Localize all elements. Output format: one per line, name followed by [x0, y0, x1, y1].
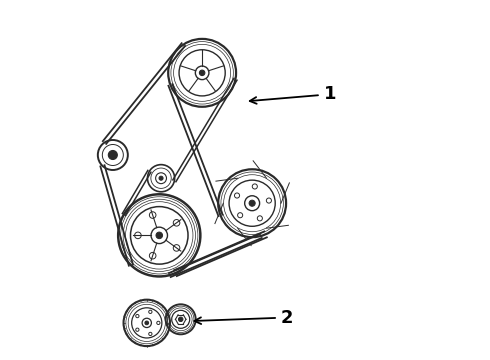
Circle shape — [159, 176, 163, 180]
Polygon shape — [103, 43, 185, 144]
Polygon shape — [122, 170, 151, 215]
Polygon shape — [169, 84, 222, 216]
Polygon shape — [174, 231, 267, 276]
Text: 1: 1 — [250, 85, 336, 104]
Polygon shape — [169, 234, 262, 277]
Circle shape — [199, 70, 205, 76]
Circle shape — [156, 232, 163, 239]
Circle shape — [249, 200, 255, 206]
Polygon shape — [173, 78, 237, 182]
Circle shape — [108, 150, 117, 159]
Text: 2: 2 — [195, 309, 293, 327]
Polygon shape — [100, 165, 133, 266]
Circle shape — [145, 321, 148, 325]
Circle shape — [178, 317, 183, 321]
